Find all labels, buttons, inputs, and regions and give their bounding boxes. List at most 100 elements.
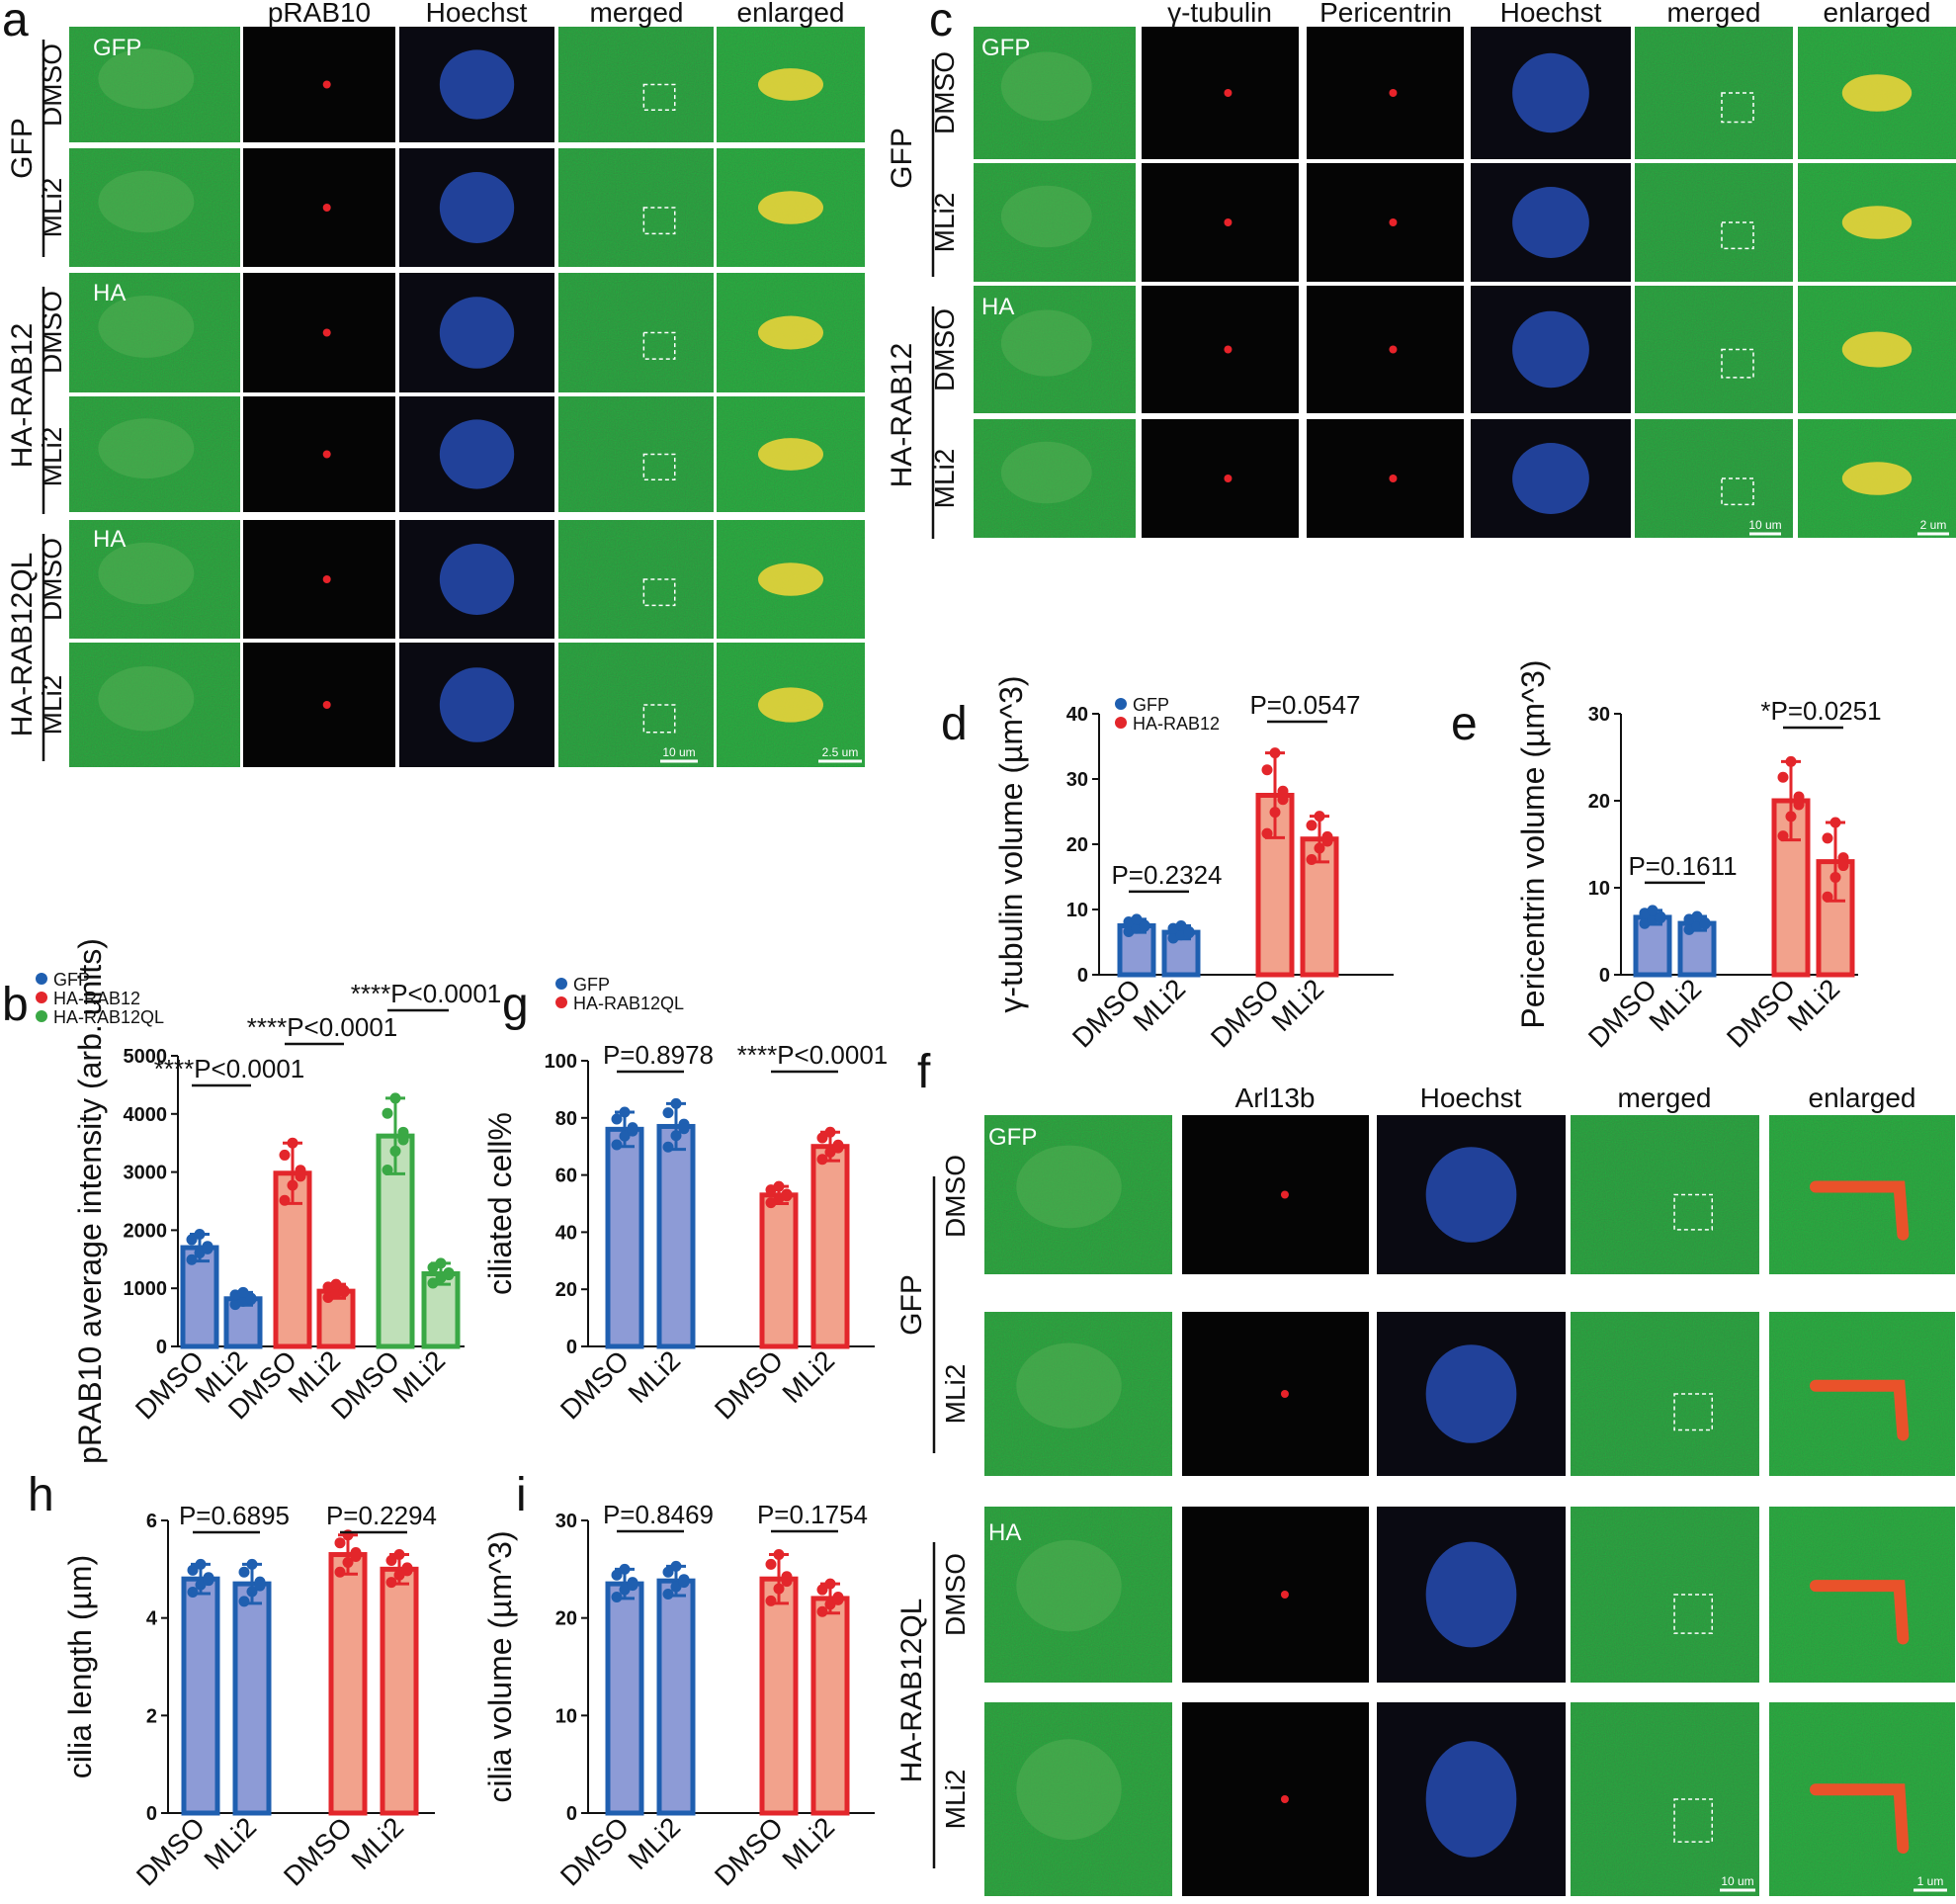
panel-c-scale-2-label: 2 um bbox=[1920, 518, 1947, 532]
chart-g-bar-3-point-6 bbox=[781, 1190, 793, 1202]
panel-f-tile-r2-c1-cell bbox=[1016, 1342, 1122, 1428]
chart-e-bar-3-point-2 bbox=[1785, 811, 1797, 822]
panel-a-tile-r6-c5-spot bbox=[758, 687, 823, 723]
chart-h-bar-1 bbox=[181, 1576, 220, 1816]
panel-a-tile-r3-c4 bbox=[558, 273, 714, 392]
panel-f-tile-r1-c3 bbox=[1377, 1115, 1566, 1274]
chart-e-bar-1-point-5 bbox=[1647, 905, 1658, 916]
chart-g-bar-1-point-1 bbox=[611, 1139, 623, 1151]
chart-g-bar-1-point-5 bbox=[619, 1106, 631, 1118]
chart-h-ylabel: cilia length (µm) bbox=[62, 1555, 98, 1779]
panel-c-tile-r3-c1 bbox=[974, 286, 1136, 413]
panel-c-tile-r1-c5 bbox=[1635, 27, 1793, 159]
chart-d-ytick-label-2: 20 bbox=[1066, 834, 1088, 856]
panel-c-tile-r3-c4 bbox=[1471, 286, 1631, 413]
chart-e-bar-2-point-6 bbox=[1699, 918, 1711, 930]
chart-i-bar-3-point-1 bbox=[765, 1595, 777, 1606]
panel-a-tile-r1-c2-bg bbox=[243, 27, 395, 142]
chart-d-legend-label-1: GFP bbox=[1133, 695, 1169, 715]
panel-f-tile-r1-c1-cell bbox=[1016, 1145, 1122, 1229]
panel-f-col-header-1: Arl13b bbox=[1235, 1082, 1316, 1113]
chart-d-ytick-label-4: 40 bbox=[1066, 704, 1088, 726]
panel-a-stain-label-1: GFP bbox=[93, 35, 141, 61]
panel-letter-a: a bbox=[2, 0, 29, 46]
panel-f-tile-r2-c4-roi-box bbox=[1673, 1393, 1714, 1431]
panel-c-tile-r2-c6-spot bbox=[1841, 206, 1913, 239]
panel-letter-i: i bbox=[516, 1469, 527, 1521]
chart-e-bar-2-point-5 bbox=[1691, 910, 1703, 922]
chart-d-bar-4-point-5 bbox=[1314, 811, 1325, 822]
panel-f-tile-r3-c4-texture bbox=[1571, 1507, 1759, 1683]
panel-f-tile-r4-c3-nucleus bbox=[1425, 1741, 1517, 1858]
chart-h-pvalue-2: P=0.2294 bbox=[326, 1501, 437, 1530]
chart-b-bar-4-point-6 bbox=[338, 1286, 350, 1298]
panel-f-tile-r3-c2-signal bbox=[1280, 1591, 1289, 1599]
chart-i-bar-2-point-1 bbox=[662, 1588, 674, 1600]
panel-c-tile-r2-c1-cell bbox=[1000, 185, 1092, 248]
panel-f-tile-r2-c5-texture bbox=[1769, 1312, 1955, 1476]
chart-g-legend-marker-1 bbox=[555, 978, 567, 990]
panel-f-tile-r3-c1 bbox=[984, 1507, 1172, 1683]
panel-a-tile-r4-c4-texture bbox=[558, 396, 714, 512]
chart-i-bar-4-point-1 bbox=[816, 1605, 828, 1617]
chart-i-category-label-3: DMSO bbox=[709, 1811, 789, 1891]
panel-f-tile-r3-c3 bbox=[1377, 1507, 1566, 1683]
chart-g-ytick-label-5: 100 bbox=[545, 1051, 577, 1073]
panel-c-tile-r1-c5-texture bbox=[1635, 27, 1793, 159]
panel-c-tile-r2-c2 bbox=[1142, 163, 1299, 282]
panel-a-tile-r5-c2-signal bbox=[322, 575, 331, 583]
chart-b-legend-label-2: HA-RAB12 bbox=[53, 989, 140, 1008]
chart-b-ytick-label-0: 0 bbox=[156, 1337, 167, 1358]
panel-a-tile-r6-c4 bbox=[558, 643, 714, 767]
panel-a-tile-r6-c3-nucleus bbox=[439, 667, 515, 742]
chart-g-ytick-label-4: 80 bbox=[555, 1108, 577, 1130]
panel-c-tile-r2-c2-signal bbox=[1224, 218, 1233, 226]
panel-c-tile-r1-c2 bbox=[1142, 27, 1299, 159]
panel-c-tile-r4-c3-signal bbox=[1389, 475, 1398, 482]
chart-e-ytick-label-1: 10 bbox=[1588, 878, 1610, 900]
panel-a-tile-r3-c5-spot bbox=[758, 315, 823, 350]
chart-i-bar-3-point-4 bbox=[765, 1558, 777, 1570]
chart-g-bar-4-point-1 bbox=[816, 1154, 828, 1166]
chart-b-bar-6-point-5 bbox=[435, 1257, 447, 1269]
chart-i-bar-1-point-2 bbox=[619, 1584, 631, 1596]
chart-b-bar-1-point-6 bbox=[202, 1243, 213, 1255]
chart-g-bar-2-point-1 bbox=[662, 1141, 674, 1153]
panel-f-tile-r2-c5-cilium bbox=[1810, 1379, 1910, 1441]
panel-a-tile-r3-c2 bbox=[243, 273, 395, 392]
panel-c-tile-r3-c3-signal bbox=[1389, 345, 1398, 354]
panel-f-col-header-3: merged bbox=[1618, 1082, 1712, 1113]
panel-a-tile-r3-c3-nucleus bbox=[439, 297, 515, 369]
chart-e-pvalue-1: P=0.1611 bbox=[1628, 851, 1737, 881]
panel-c-tile-r3-c3 bbox=[1307, 286, 1464, 413]
panel-a-tile-r4-c3-nucleus bbox=[439, 419, 515, 489]
panel-a-tile-r1-c3 bbox=[399, 27, 554, 142]
chart-e-pvalue-2: *P=0.0251 bbox=[1760, 696, 1881, 726]
chart-h-bar-2-point-6 bbox=[254, 1580, 266, 1592]
panel-f-col-header-2: Hoechst bbox=[1420, 1082, 1522, 1113]
chart-g-category-label-2: MLi2 bbox=[622, 1344, 686, 1409]
panel-c-tile-r4-c4-nucleus bbox=[1512, 443, 1589, 514]
chart-i-pvalue-2: P=0.1754 bbox=[757, 1500, 868, 1529]
panel-c-tile-r3-c5 bbox=[1635, 286, 1793, 413]
panel-a-tile-r4-c2-bg bbox=[243, 396, 395, 512]
chart-i-category-label-4: MLi2 bbox=[776, 1811, 840, 1875]
panel-a-tile-r6-c3 bbox=[399, 643, 554, 767]
chart-h-bar-3-point-4 bbox=[334, 1537, 346, 1549]
panel-f-treatment-label-4: MLi2 bbox=[940, 1770, 971, 1830]
panel-a-tile-r2-c4 bbox=[558, 148, 714, 267]
chart-e-bar-3-point-1 bbox=[1777, 830, 1789, 842]
panel-c-tile-r3-c1-cell bbox=[1000, 309, 1092, 377]
panel-a-tile-r3-c2-signal bbox=[322, 328, 331, 337]
chart-h-bar-1-point-5 bbox=[195, 1558, 207, 1570]
chart-h-category-label-1: DMSO bbox=[130, 1811, 211, 1891]
chart-h-bar-3-point-2 bbox=[342, 1556, 354, 1568]
panel-c-col-header-4: merged bbox=[1667, 0, 1761, 28]
panel-f-tile-r4-c2-bg bbox=[1182, 1702, 1369, 1896]
panel-a-tile-r1-c4-roi-box bbox=[642, 83, 676, 111]
panel-a-tile-r6-c2-signal bbox=[322, 701, 331, 709]
chart-h-bar-4-point-4 bbox=[385, 1554, 397, 1566]
